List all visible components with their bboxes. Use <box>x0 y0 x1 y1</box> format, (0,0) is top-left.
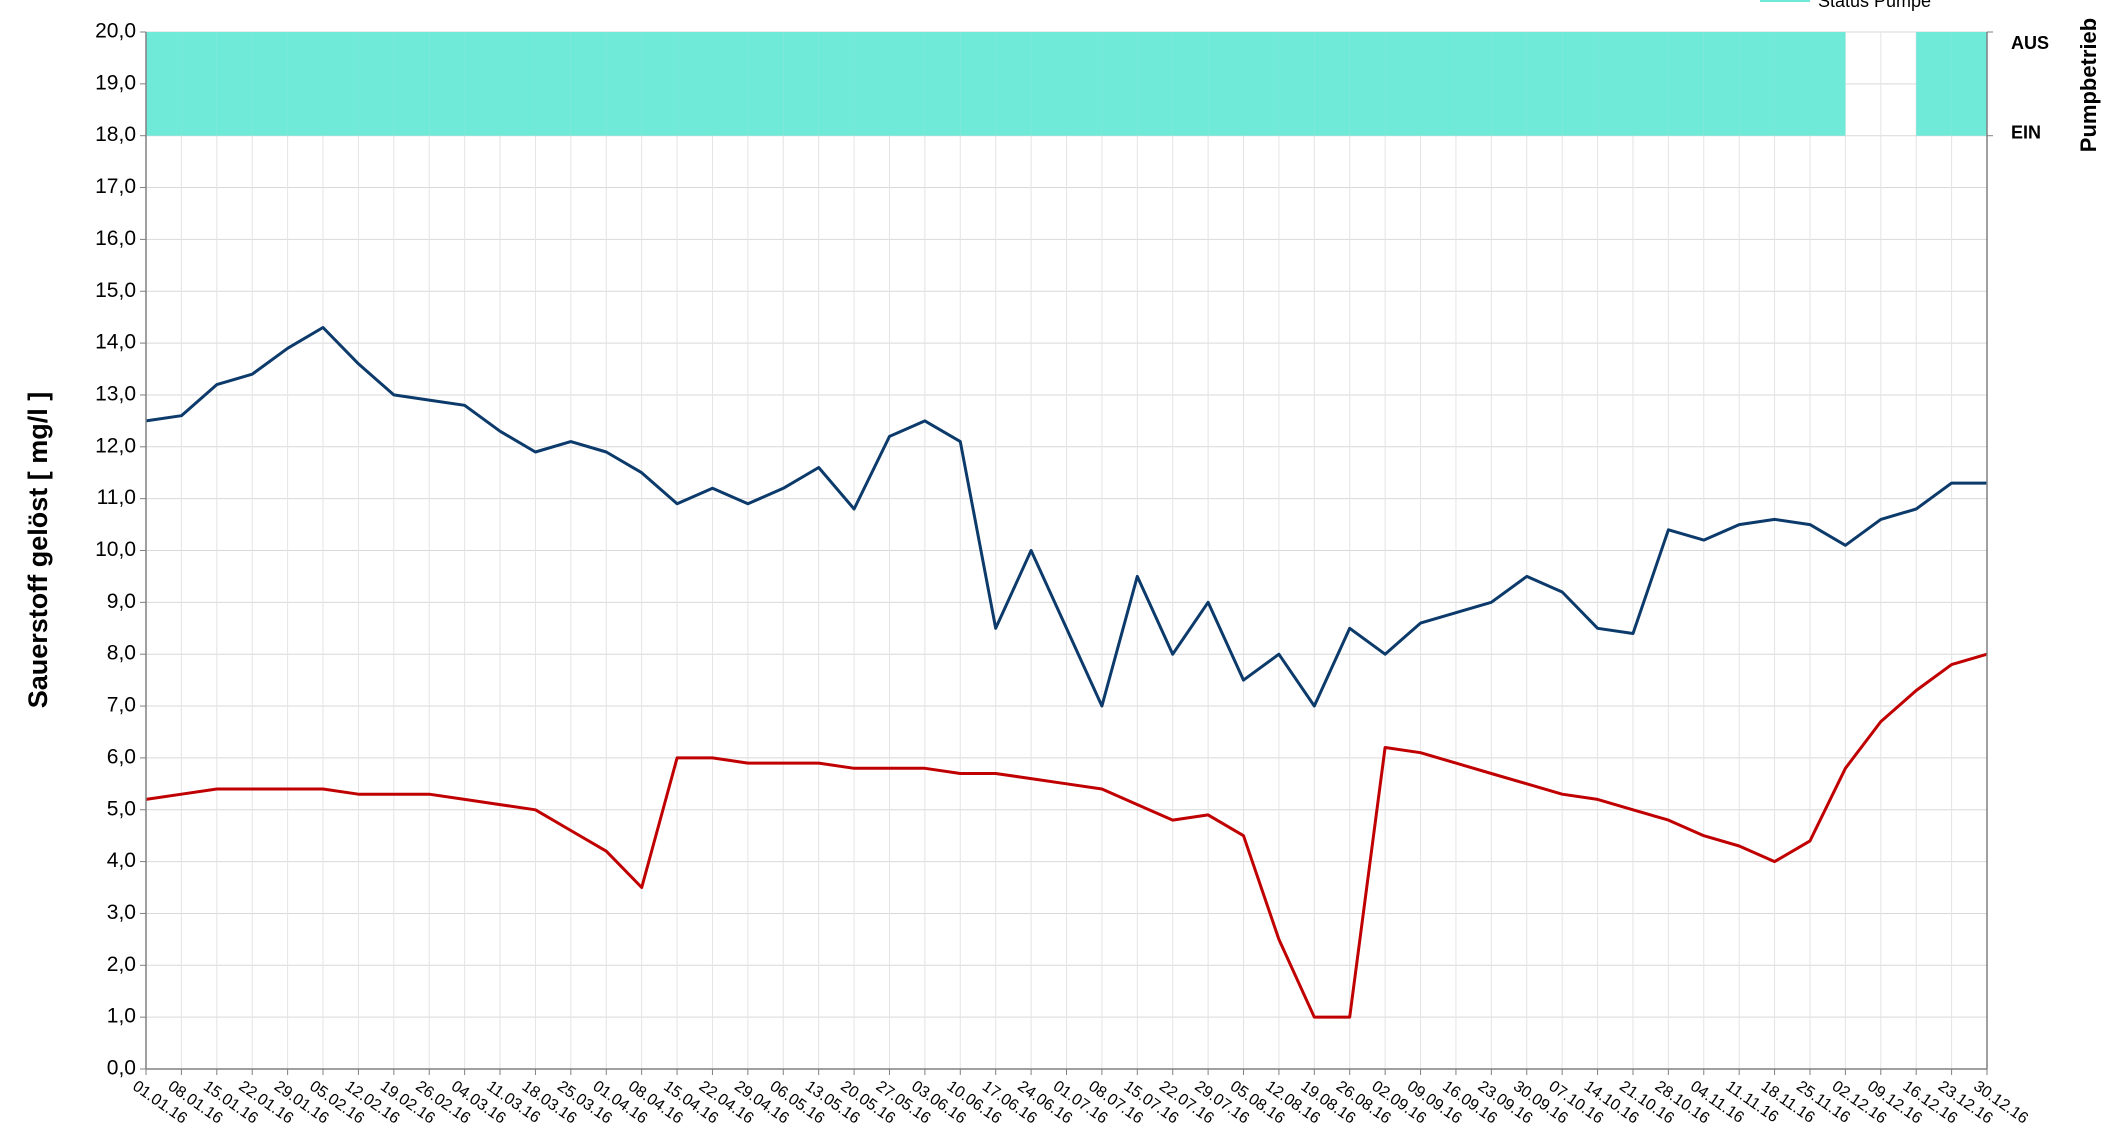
status-bar <box>252 32 288 136</box>
status-bar <box>1491 32 1527 136</box>
legend-label: Status Pumpe <box>1818 0 1931 11</box>
status-bar <box>500 32 536 136</box>
y-axis-title: Sauerstoff gelöst [ mg/l ] <box>23 392 53 709</box>
status-bar <box>641 32 678 136</box>
status-bar <box>358 32 394 136</box>
y-tick-label: 12,0 <box>95 434 136 457</box>
y2-tick-label: EIN <box>2011 122 2041 142</box>
y-tick-label: 10,0 <box>95 538 136 561</box>
status-bar <box>429 32 465 136</box>
status-bar <box>606 32 642 136</box>
status-bar <box>1101 32 1138 136</box>
status-bar <box>1809 32 1846 136</box>
y-tick-label: 16,0 <box>95 227 136 250</box>
status-bar <box>1385 32 1421 136</box>
status-bar <box>1349 32 1386 136</box>
status-bar <box>1526 32 1563 136</box>
status-bar <box>995 32 1032 136</box>
status-bar <box>1774 32 1810 136</box>
y-tick-label: 17,0 <box>95 175 136 198</box>
y-tick-label: 11,0 <box>97 486 136 509</box>
status-bar <box>323 32 359 136</box>
y2-axis-title: Pumpbetrieb <box>2076 18 2101 152</box>
y-tick-label: 6,0 <box>107 745 136 768</box>
y-tick-label: 8,0 <box>107 642 136 665</box>
status-bar <box>287 32 324 136</box>
status-bar <box>783 32 819 136</box>
status-bar <box>1916 32 1952 136</box>
status-bar <box>1420 32 1456 136</box>
y-tick-label: 5,0 <box>107 797 136 820</box>
status-bar <box>1597 32 1633 136</box>
y-tick-label: 1,0 <box>107 1005 136 1028</box>
y-tick-label: 20,0 <box>95 20 136 43</box>
y-tick-label: 0,0 <box>107 1057 136 1080</box>
status-bar <box>854 32 890 136</box>
status-bar <box>1243 32 1279 136</box>
line <box>145 652 1988 1019</box>
status-bar <box>677 32 713 136</box>
status-bar <box>1668 32 1704 136</box>
y-tick-label: 13,0 <box>95 382 136 405</box>
status-bar <box>570 32 607 136</box>
y-tick-label: 14,0 <box>95 331 136 354</box>
status-bar <box>889 32 925 136</box>
y-tick-label: 3,0 <box>107 901 136 924</box>
y-tick-label: 15,0 <box>95 279 136 302</box>
status-bar <box>1632 32 1669 136</box>
line <box>145 326 1987 708</box>
status-bar <box>1172 32 1209 136</box>
status-bar <box>818 32 855 136</box>
status-bar <box>1703 32 1740 136</box>
status-bar <box>924 32 961 136</box>
y-tick-label: 4,0 <box>107 849 136 872</box>
status-bar <box>1278 32 1315 136</box>
status-bar <box>712 32 748 136</box>
y-tick-label: 18,0 <box>95 123 136 146</box>
status-bar <box>1739 32 1775 136</box>
status-bar <box>960 32 996 136</box>
y-tick-label: 7,0 <box>107 694 136 717</box>
status-bar <box>1314 32 1350 136</box>
y-tick-label: 9,0 <box>107 590 136 613</box>
status-bar <box>747 32 784 136</box>
status-bar <box>464 32 501 136</box>
status-bar <box>1066 32 1102 136</box>
status-bar <box>535 32 571 136</box>
y-tick-label: 2,0 <box>107 953 136 976</box>
status-bar <box>1137 32 1173 136</box>
status-bar <box>1208 32 1244 136</box>
status-bar <box>1031 32 1067 136</box>
status-bar <box>146 32 182 136</box>
status-bar <box>1562 32 1598 136</box>
status-bar <box>216 32 253 136</box>
status-bar <box>1951 32 1987 136</box>
status-bar <box>393 32 430 136</box>
y-tick-label: 19,0 <box>95 71 136 94</box>
y2-tick-label: AUS <box>2011 33 2049 53</box>
status-bar <box>181 32 217 136</box>
status-bar <box>1455 32 1492 136</box>
